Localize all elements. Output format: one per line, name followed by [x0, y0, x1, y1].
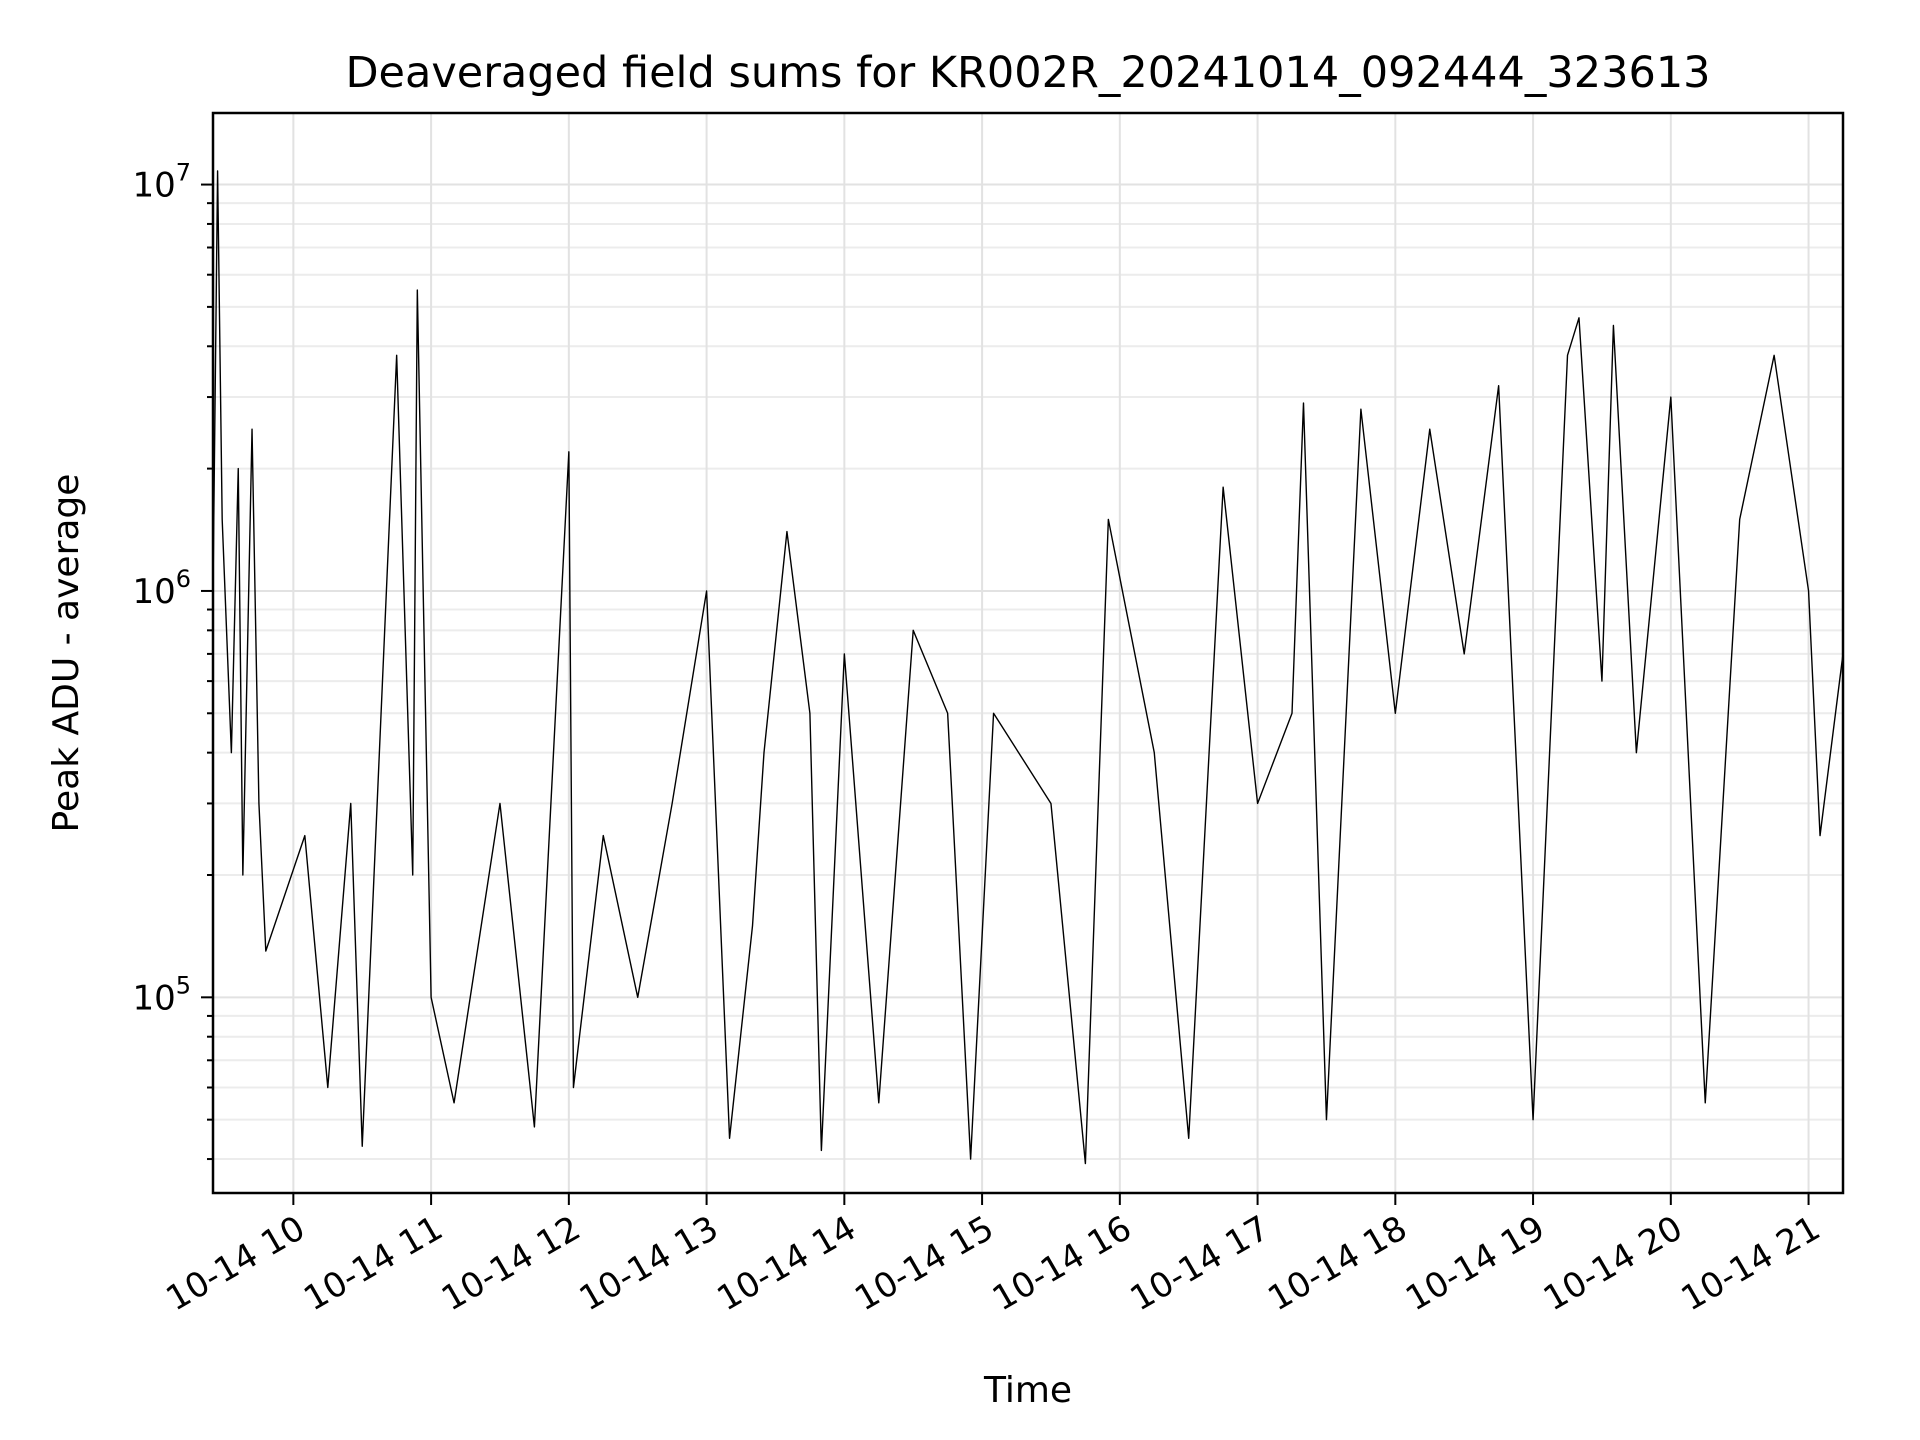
x-axis-label: Time: [983, 1370, 1072, 1411]
series-layer: [212, 170, 1844, 1165]
series-line: [212, 170, 1844, 1165]
y-axis-label: Peak ADU - average: [46, 474, 87, 833]
y-tick-label: 105: [132, 971, 191, 1018]
y-tick-label: 107: [132, 159, 191, 206]
y-axis: 105 106 107: [132, 159, 213, 1161]
chart-title: Deaveraged field sums for KR002R_2024101…: [345, 48, 1710, 98]
y-tick-label: 106: [132, 565, 191, 612]
grid-lines: [213, 113, 1843, 1193]
